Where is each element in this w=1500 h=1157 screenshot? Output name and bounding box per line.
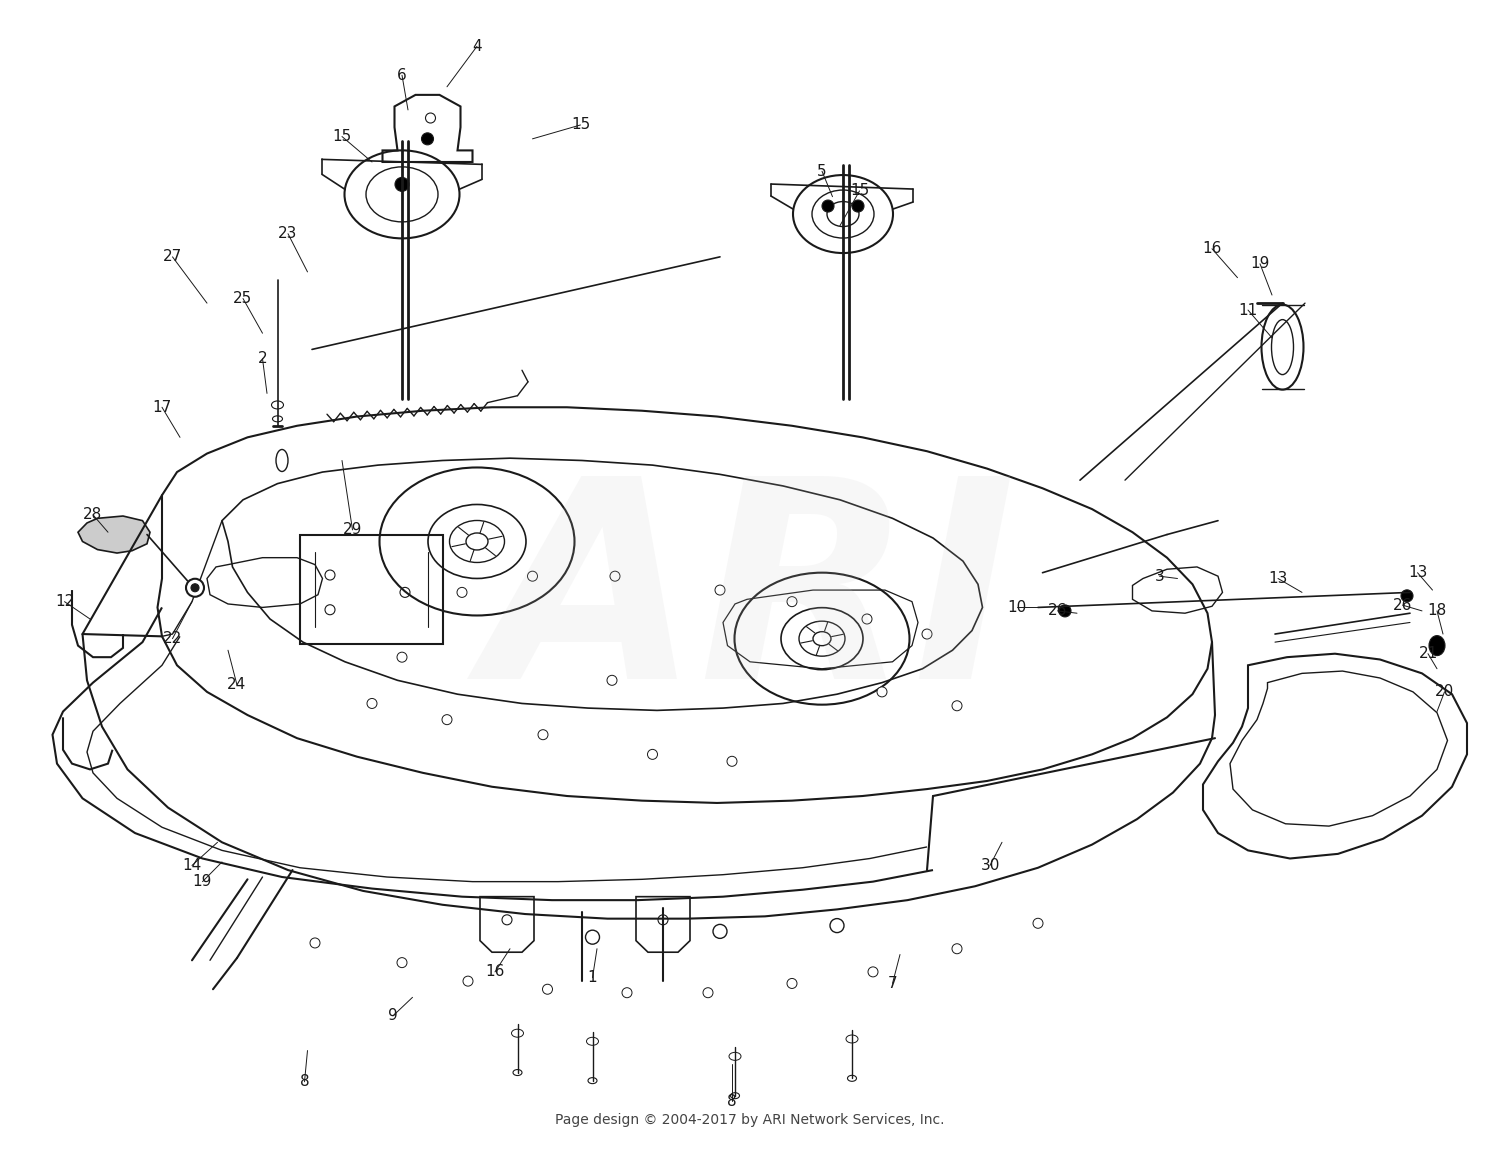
Circle shape [398,958,406,967]
Circle shape [464,977,472,986]
Ellipse shape [847,1075,856,1082]
Text: 26: 26 [1394,598,1411,612]
Circle shape [394,177,410,191]
Circle shape [1059,605,1071,617]
Text: 19: 19 [1251,257,1269,271]
Text: 29: 29 [344,523,362,537]
Text: 20: 20 [1436,685,1454,699]
Text: 1: 1 [588,971,597,985]
Circle shape [830,919,844,933]
Text: 6: 6 [398,68,406,82]
Circle shape [728,757,736,766]
Text: 7: 7 [888,977,897,990]
Text: Page design © 2004-2017 by ARI Network Services, Inc.: Page design © 2004-2017 by ARI Network S… [555,1113,945,1127]
Circle shape [862,614,871,624]
Ellipse shape [730,1092,740,1099]
Text: 5: 5 [818,164,827,178]
Circle shape [538,730,548,739]
Circle shape [190,584,200,591]
Circle shape [458,588,466,597]
Circle shape [788,597,796,606]
Circle shape [822,200,834,212]
Text: 15: 15 [572,118,590,132]
Circle shape [1034,919,1042,928]
Text: 21: 21 [1419,647,1437,661]
Text: 28: 28 [84,508,102,522]
Text: 3: 3 [1155,569,1164,583]
Text: 2: 2 [258,352,267,366]
Circle shape [788,979,796,988]
Text: 11: 11 [1239,303,1257,317]
Text: 12: 12 [56,595,74,609]
Circle shape [528,572,537,581]
Circle shape [648,750,657,759]
Circle shape [398,653,406,662]
Text: 13: 13 [1408,566,1426,580]
Ellipse shape [276,449,288,472]
Text: ARI: ARI [484,466,1016,737]
Circle shape [543,985,552,994]
Circle shape [608,676,616,685]
Text: 18: 18 [1428,604,1446,618]
Text: 16: 16 [486,965,504,979]
Polygon shape [78,516,150,553]
Circle shape [952,944,962,953]
Text: 9: 9 [388,1009,398,1023]
Text: 23: 23 [279,227,297,241]
Circle shape [186,578,204,597]
Circle shape [868,967,877,977]
Text: 27: 27 [164,250,182,264]
Text: 8: 8 [728,1095,736,1108]
Circle shape [712,924,728,938]
Text: 14: 14 [183,858,201,872]
Circle shape [610,572,620,581]
Text: 4: 4 [472,39,482,53]
Text: 25: 25 [234,292,252,305]
Text: 10: 10 [1008,600,1026,614]
Text: 26: 26 [1048,604,1066,618]
Text: 15: 15 [333,130,351,143]
Text: 17: 17 [153,400,171,414]
Circle shape [704,988,712,997]
Circle shape [368,699,376,708]
Text: 30: 30 [981,858,999,872]
Circle shape [422,133,434,145]
Text: 16: 16 [1203,242,1221,256]
Circle shape [442,715,452,724]
Circle shape [1401,590,1413,602]
Circle shape [852,200,864,212]
Ellipse shape [1430,635,1444,656]
Text: 15: 15 [850,184,868,198]
Text: 22: 22 [164,632,182,646]
Ellipse shape [513,1069,522,1076]
Ellipse shape [588,1077,597,1084]
Circle shape [878,687,886,697]
Text: 24: 24 [228,678,246,692]
Circle shape [716,585,724,595]
Text: 19: 19 [194,875,211,889]
Circle shape [622,988,632,997]
Circle shape [952,701,962,710]
Circle shape [585,930,600,944]
Text: 13: 13 [1269,572,1287,585]
Circle shape [310,938,320,948]
Ellipse shape [1262,304,1304,390]
Circle shape [922,629,932,639]
Text: 8: 8 [300,1075,309,1089]
